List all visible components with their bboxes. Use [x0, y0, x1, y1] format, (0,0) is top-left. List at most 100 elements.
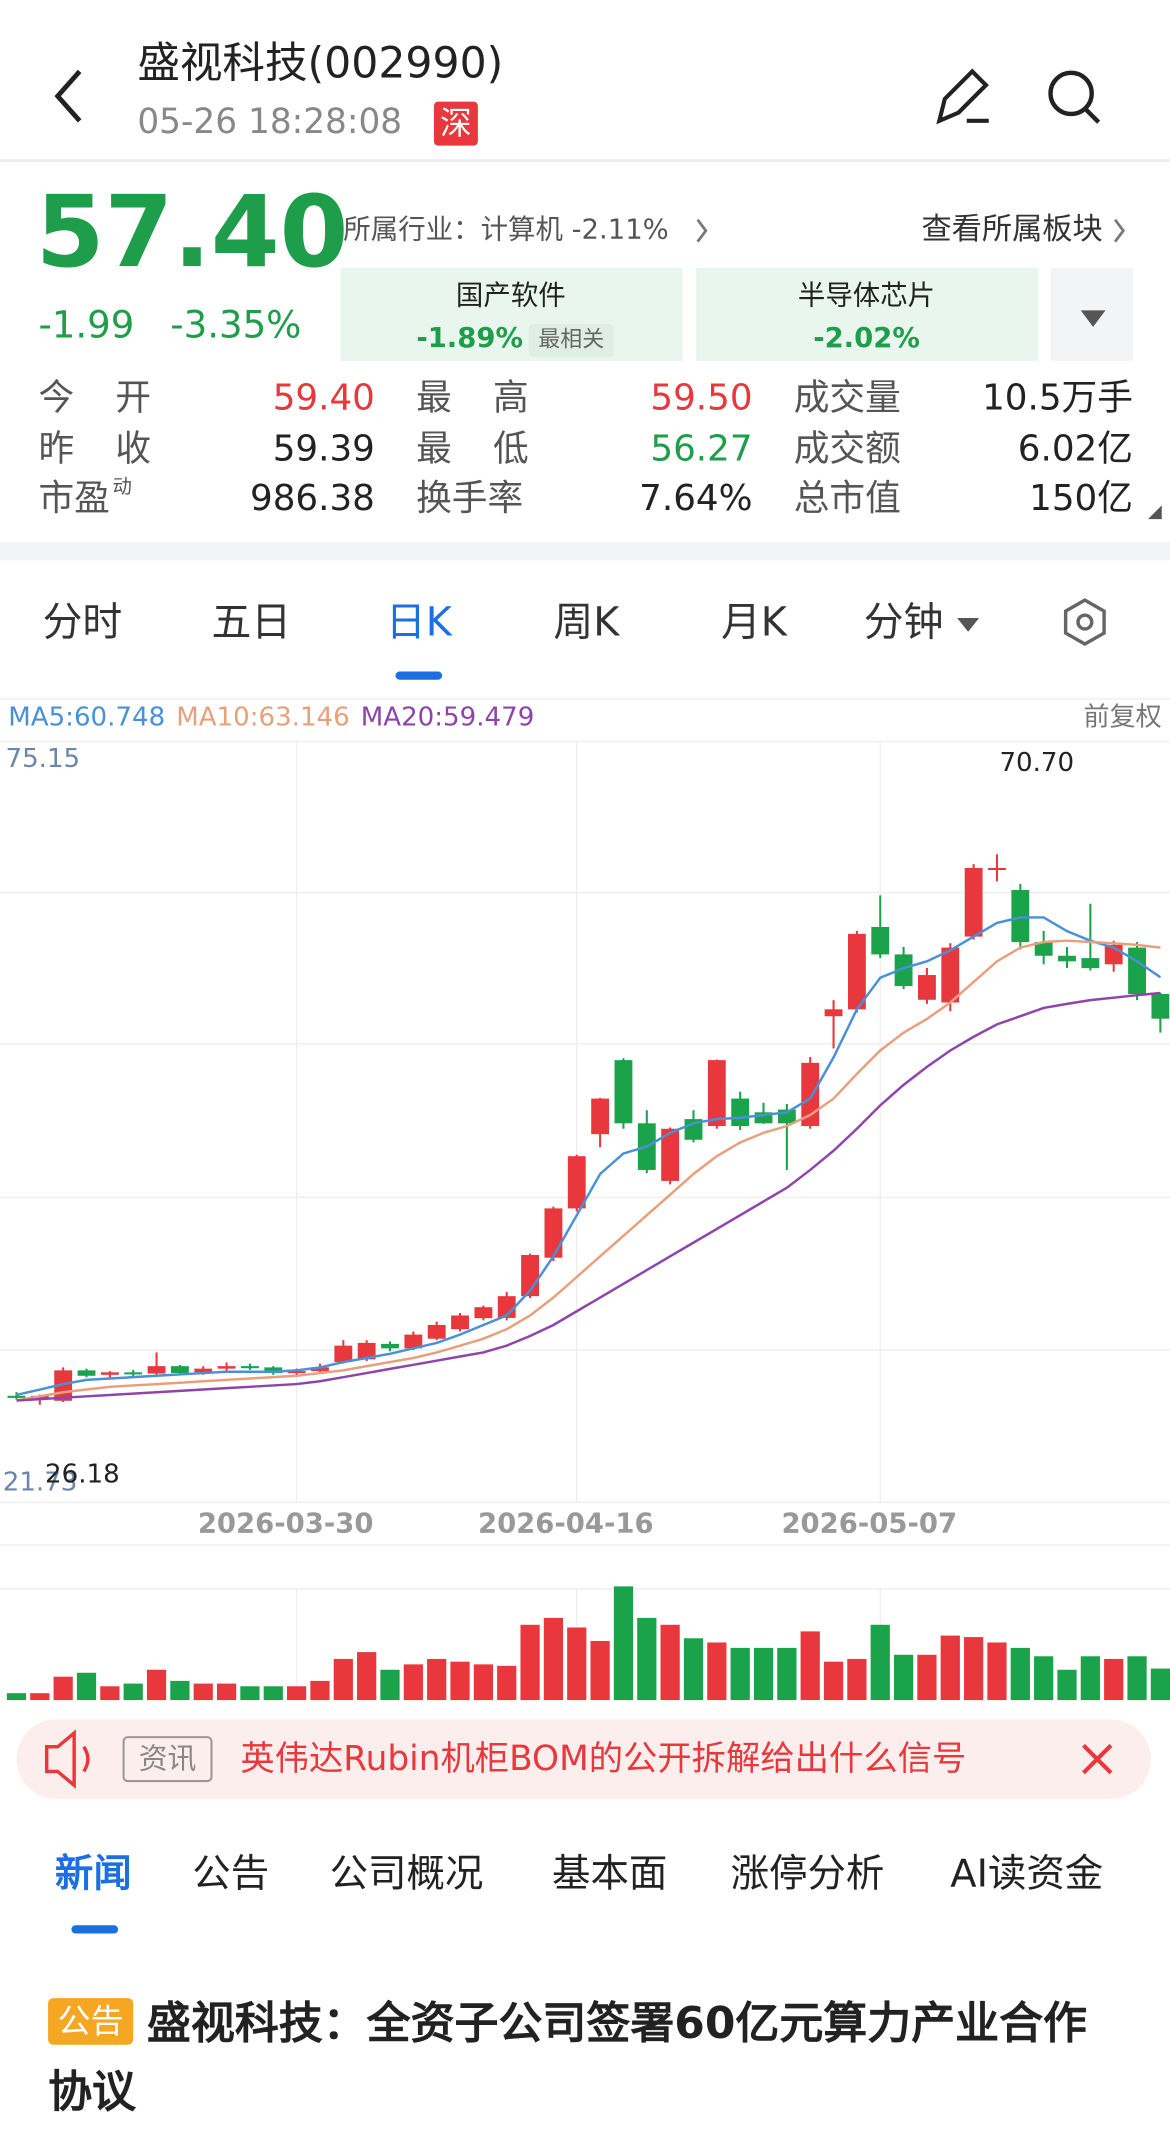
section-tab[interactable]: AI读资金 [950, 1851, 1103, 1896]
stat-value: 59.39 [273, 428, 375, 469]
stat-value: 59.50 [650, 378, 752, 419]
volume-bar [730, 1647, 750, 1701]
x-tick-label: 2026-05-07 [781, 1508, 957, 1539]
candle-body [614, 1060, 633, 1124]
back-button[interactable] [54, 69, 82, 123]
candle-body [77, 1370, 96, 1376]
volume-bar [1127, 1656, 1147, 1701]
stock-title: 盛视科技(002990) [137, 38, 503, 88]
volume-bar [707, 1642, 727, 1701]
section-tab[interactable]: 基本面 [552, 1851, 667, 1896]
candle-body [847, 933, 866, 1010]
volume-bar [193, 1683, 213, 1701]
section-tab[interactable]: 新闻 [55, 1851, 132, 1896]
period-tab[interactable]: 月K [721, 599, 788, 645]
volume-bar [450, 1661, 470, 1701]
candle-body [264, 1367, 283, 1374]
section-tab[interactable]: 涨停分析 [731, 1851, 885, 1896]
tab-indicator [71, 1925, 119, 1934]
volume-bar [357, 1652, 377, 1701]
candle-body [217, 1366, 236, 1369]
separator [0, 542, 1170, 561]
dropdown-icon [1080, 310, 1106, 327]
stat-value: 150亿 [1029, 478, 1133, 519]
volume-bar [333, 1658, 353, 1701]
period-tab[interactable]: 日K [386, 599, 453, 645]
volume-bar [940, 1635, 960, 1701]
volume-bar [1034, 1656, 1054, 1701]
sector-link[interactable]: 查看所属板块 [921, 212, 1102, 247]
candle-body [334, 1345, 353, 1363]
ma-legend: MA5:60.748 [8, 703, 165, 733]
volume-bar [170, 1680, 190, 1701]
volume-bar [520, 1624, 540, 1701]
volume-bar [76, 1672, 97, 1701]
industry-label[interactable]: 所属行业：计算机 -2.11% [343, 215, 668, 246]
candle-body [894, 954, 913, 987]
volume-bar [1080, 1656, 1100, 1701]
ticker-text[interactable]: 英伟达Rubin机柜BOM的公开拆解给出什么信号 [240, 1739, 966, 1779]
volume-bar [893, 1654, 914, 1701]
period-tab[interactable]: 分时 [43, 599, 123, 645]
period-tab[interactable]: 五日 [211, 599, 291, 645]
news-ticker[interactable] [16, 1719, 1151, 1799]
volume-bar [146, 1669, 167, 1701]
candle-body [287, 1371, 306, 1374]
volume-bar [683, 1638, 704, 1701]
sector-card[interactable] [696, 267, 1039, 362]
volume-bar [100, 1686, 120, 1701]
candle-body [731, 1098, 750, 1127]
article-title: 盛视科技：全资子公司签署60亿元算力产业合作协议 [48, 1996, 1087, 2118]
article[interactable]: 公告 盛视科技：全资子公司签署60亿元算力产业合作协议 [48, 1988, 1105, 2125]
volume-bar [380, 1669, 400, 1701]
candle-body [964, 867, 983, 937]
candle-body [241, 1366, 259, 1369]
ma-legend: MA20:59.479 [361, 703, 535, 733]
candle-body [357, 1342, 376, 1360]
volume-bar [847, 1658, 867, 1701]
volume-bar [917, 1654, 937, 1701]
candle-body [918, 975, 936, 1000]
volume-bar [427, 1658, 447, 1701]
volume-bar [263, 1686, 283, 1701]
stat-value: 10.5万手 [982, 378, 1133, 419]
candle-body [404, 1334, 423, 1349]
stat-label: 总市值 [794, 478, 901, 519]
candle-body [591, 1098, 610, 1135]
search-button[interactable] [1048, 70, 1101, 124]
tab-indicator [395, 671, 443, 680]
volume-bar [660, 1624, 680, 1701]
candle-body [474, 1307, 493, 1319]
candle-body [381, 1343, 399, 1349]
stat-label: 成交量 [794, 378, 901, 419]
volume-bar [6, 1693, 27, 1701]
section-tab[interactable]: 公告 [192, 1851, 269, 1896]
candle-body [427, 1324, 446, 1339]
settings-button[interactable] [1063, 598, 1106, 647]
volume-bar [497, 1665, 517, 1701]
candle-body [801, 1062, 820, 1127]
close-button[interactable] [1082, 1743, 1113, 1775]
sector-tag: 最相关 [538, 328, 604, 353]
adjust-label[interactable]: 前复权 [1084, 703, 1162, 733]
stat-value: 56.27 [650, 428, 752, 469]
edit-button[interactable] [936, 68, 989, 125]
candle-body [941, 947, 960, 1003]
section-tab[interactable]: 公司概况 [330, 1851, 484, 1896]
sector-card[interactable] [340, 267, 683, 362]
ma-line [16, 991, 1161, 1402]
candle-body [544, 1208, 563, 1258]
period-tab[interactable]: 周K [553, 599, 620, 645]
stat-value: 986.38 [250, 478, 375, 519]
candle-body [194, 1368, 213, 1373]
ma-line [16, 916, 1162, 1397]
candle-body [1011, 889, 1030, 943]
period-tab[interactable]: 分钟 [864, 599, 944, 645]
ma-legend: MA10:63.146 [176, 703, 350, 733]
quote-time: 05-26 18:28:08 [137, 102, 402, 142]
stat-label: 成交额 [794, 428, 901, 469]
candle-body [988, 867, 1006, 871]
